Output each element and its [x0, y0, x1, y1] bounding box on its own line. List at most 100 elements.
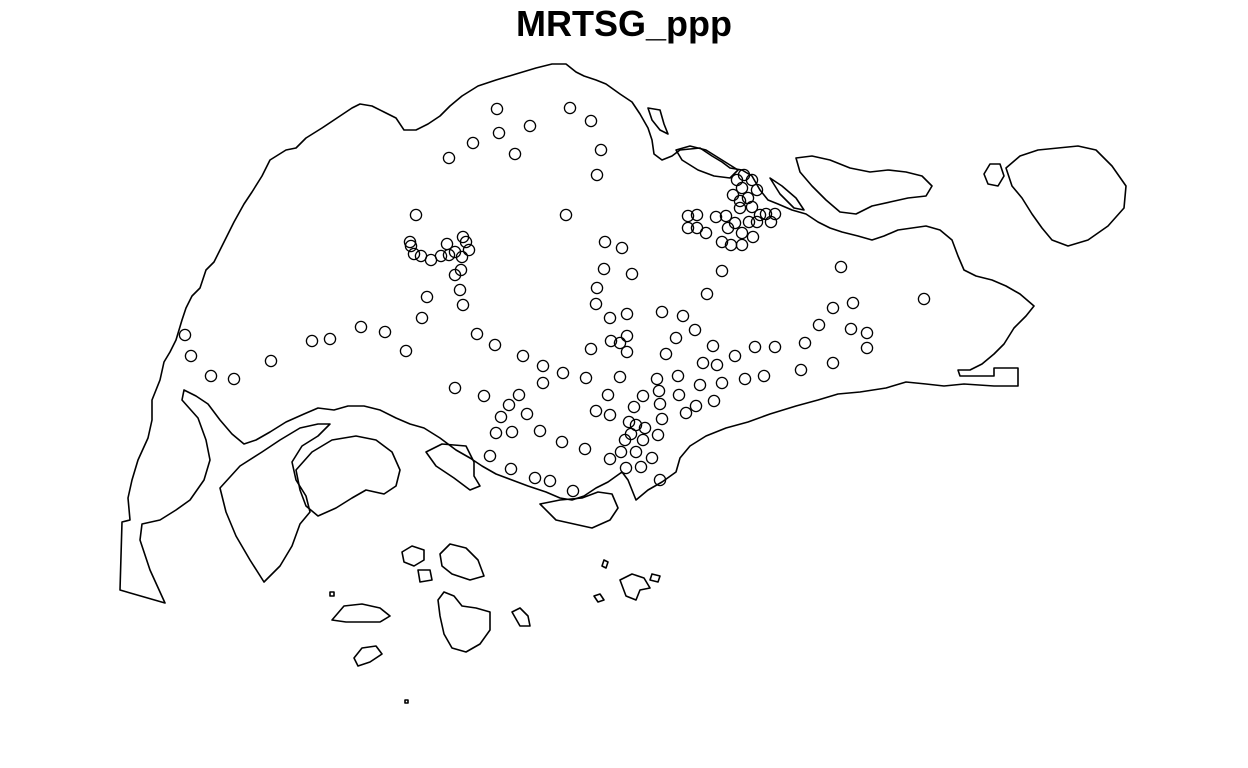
station-point-69 — [671, 369, 685, 383]
southern-island-l-outline — [404, 699, 409, 704]
station-point-163 — [735, 226, 749, 240]
station-point-137 — [699, 226, 713, 240]
station-point-53 — [728, 349, 742, 363]
station-point-100 — [536, 376, 550, 390]
station-point-7 — [508, 147, 522, 161]
station-point-138 — [709, 210, 723, 224]
southern-island-e-outline — [353, 645, 383, 667]
southern-island-f-outline — [511, 607, 531, 627]
station-point-33 — [615, 241, 629, 255]
station-point-2 — [563, 101, 577, 115]
station-point-88 — [629, 445, 643, 459]
station-point-45 — [655, 305, 669, 319]
station-point-145 — [700, 287, 714, 301]
southern-island-j-outline — [649, 573, 661, 583]
station-point-107 — [494, 410, 508, 424]
station-point-34 — [625, 267, 639, 281]
station-point-56 — [798, 336, 812, 350]
station-point-23 — [459, 235, 473, 249]
station-point-73 — [679, 406, 693, 420]
southern-island-i-outline — [593, 593, 605, 603]
station-point-157 — [750, 215, 764, 229]
station-point-77 — [655, 412, 669, 426]
station-point-54 — [748, 340, 762, 354]
station-point-28 — [453, 283, 467, 297]
station-point-132 — [917, 292, 931, 306]
station-point-135 — [681, 221, 695, 235]
station-point-87 — [614, 445, 628, 459]
southern-island-b-outline — [401, 545, 425, 567]
station-point-59 — [846, 296, 860, 310]
station-point-128 — [204, 369, 218, 383]
southern-island-c-outline — [417, 569, 433, 583]
station-point-44 — [584, 342, 598, 356]
pulau-ubin-outline — [795, 155, 933, 215]
station-point-111 — [520, 407, 534, 421]
southern-island-g-outline — [619, 573, 651, 601]
station-point-156 — [742, 215, 756, 229]
station-point-110 — [502, 398, 516, 412]
station-point-125 — [305, 334, 319, 348]
station-point-112 — [512, 388, 526, 402]
station-point-49 — [706, 339, 720, 353]
station-point-8 — [594, 143, 608, 157]
station-point-80 — [627, 400, 641, 414]
station-point-57 — [812, 318, 826, 332]
station-point-89 — [603, 452, 617, 466]
station-point-131 — [834, 260, 848, 274]
station-point-141 — [715, 235, 729, 249]
station-point-46 — [676, 309, 690, 323]
station-point-93 — [653, 473, 667, 487]
station-point-129 — [184, 349, 198, 363]
station-point-117 — [504, 462, 518, 476]
station-point-106 — [477, 389, 491, 403]
station-point-79 — [636, 389, 650, 403]
small-islet-ubin-outline — [769, 177, 805, 211]
station-point-120 — [566, 484, 580, 498]
station-point-62 — [860, 341, 874, 355]
station-point-47 — [688, 323, 702, 337]
station-point-60 — [844, 322, 858, 336]
station-point-67 — [715, 376, 729, 390]
station-point-27 — [448, 268, 462, 282]
station-point-21 — [440, 237, 454, 251]
station-point-85 — [636, 433, 650, 447]
southern-island-d-outline — [331, 603, 391, 623]
station-point-32 — [598, 235, 612, 249]
station-point-76 — [653, 397, 667, 411]
station-point-121 — [399, 344, 413, 358]
pulau-tekong-outline — [1005, 145, 1127, 247]
chart-title: MRTSG_ppp — [516, 3, 732, 44]
station-point-40 — [620, 329, 634, 343]
station-point-39 — [620, 307, 634, 321]
station-point-147 — [735, 181, 749, 195]
sentosa-outline — [539, 491, 619, 529]
station-point-51 — [696, 356, 710, 370]
station-point-130 — [178, 328, 192, 342]
station-point-139 — [719, 209, 733, 223]
station-point-99 — [556, 366, 570, 380]
station-point-154 — [745, 200, 759, 214]
main-island-outline — [119, 63, 1035, 604]
station-point-36 — [590, 281, 604, 295]
tuas-outline — [219, 423, 331, 583]
station-point-162 — [728, 216, 742, 230]
station-point-37 — [589, 297, 603, 311]
station-point-148 — [726, 188, 740, 202]
station-point-72 — [707, 394, 721, 408]
mrt-station-points — [178, 101, 931, 498]
station-point-70 — [672, 388, 686, 402]
station-point-115 — [578, 442, 592, 456]
station-point-25 — [455, 250, 469, 264]
station-point-160 — [768, 207, 782, 221]
station-point-116 — [483, 449, 497, 463]
station-point-123 — [354, 320, 368, 334]
station-point-15 — [407, 247, 421, 261]
southern-island-h-outline — [601, 559, 609, 569]
station-point-113 — [533, 424, 547, 438]
station-point-61 — [860, 326, 874, 340]
station-point-55 — [768, 340, 782, 354]
station-point-68 — [693, 378, 707, 392]
station-point-30 — [420, 290, 434, 304]
station-point-102 — [516, 349, 530, 363]
